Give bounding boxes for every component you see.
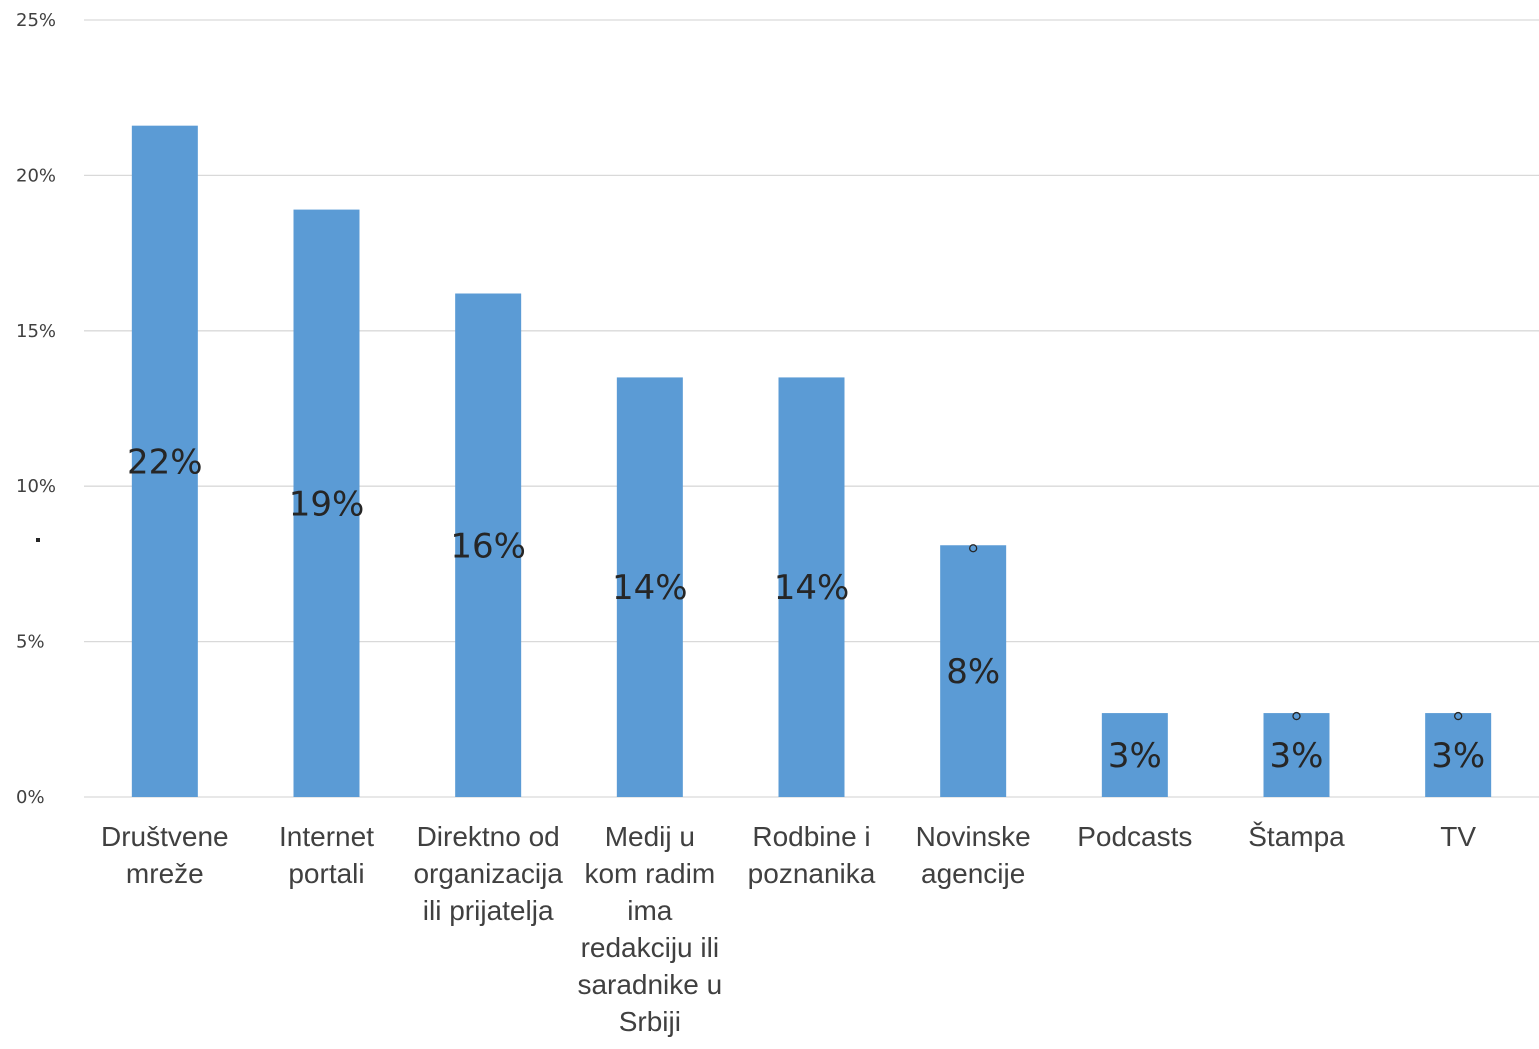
x-tick-label: portali bbox=[288, 858, 364, 889]
bar bbox=[616, 377, 683, 797]
bar bbox=[455, 293, 522, 797]
category-labels: Društvene mreže Internet portali Direktno od… bbox=[101, 821, 1476, 1037]
x-tick-label: ima bbox=[627, 895, 673, 926]
x-tick-label: redakciju ili bbox=[581, 932, 720, 963]
bar bbox=[1263, 713, 1330, 797]
y-tick-label: 0% bbox=[16, 787, 45, 808]
x-tick-label: kom radim bbox=[584, 858, 715, 889]
bar bbox=[940, 545, 1007, 797]
x-tick-label: Srbiji bbox=[619, 1006, 681, 1037]
x-tick-label: ili prijatelja bbox=[423, 895, 554, 926]
x-tick-label: Rodbine i bbox=[752, 821, 870, 852]
data-label: 3% bbox=[1270, 736, 1324, 776]
x-tick-label: Podcasts bbox=[1077, 821, 1192, 852]
y-tick-label: 15% bbox=[16, 321, 56, 342]
bar bbox=[1425, 713, 1492, 797]
data-label: 19% bbox=[289, 484, 365, 524]
data-label: 8% bbox=[946, 652, 1000, 692]
data-label: 14% bbox=[612, 568, 688, 608]
bar bbox=[131, 125, 198, 797]
x-tick-label: Internet bbox=[279, 821, 374, 852]
point-marker bbox=[1454, 711, 1463, 721]
x-tick-label: Novinske bbox=[916, 821, 1031, 852]
data-label: 16% bbox=[450, 526, 526, 566]
bar bbox=[1101, 713, 1168, 797]
x-tick-label: Društvene bbox=[101, 821, 229, 852]
bars bbox=[131, 125, 1492, 797]
x-tick-label: organizacija bbox=[413, 858, 563, 889]
y-tick-label: 5% bbox=[16, 632, 45, 653]
bar bbox=[778, 377, 845, 797]
x-tick-label: Štampa bbox=[1248, 821, 1345, 852]
y-tick-label: 25% bbox=[16, 10, 56, 31]
point-marker bbox=[969, 544, 978, 553]
x-tick-label: poznanika bbox=[748, 858, 876, 889]
y-tick-label: 10% bbox=[16, 476, 56, 497]
y-tick-label: 20% bbox=[16, 165, 56, 186]
markers bbox=[36, 538, 1463, 721]
x-tick-label: agencije bbox=[921, 858, 1025, 889]
point-marker bbox=[1292, 711, 1301, 721]
x-tick-label: TV bbox=[1440, 821, 1476, 852]
data-label: 22% bbox=[127, 442, 203, 482]
x-tick-label: saradnike u bbox=[577, 969, 722, 1000]
data-label: 3% bbox=[1431, 736, 1485, 776]
x-tick-label: mreže bbox=[126, 858, 204, 889]
data-labels: 22% 19% 16% 14% 14% 8% 3% 3% 3% bbox=[127, 442, 1485, 776]
y-axis-ticks: 0% 5% 10% 15% 20% 25% bbox=[16, 10, 56, 808]
data-label: 3% bbox=[1108, 736, 1162, 776]
bar bbox=[293, 209, 360, 797]
x-tick-label: Direktno od bbox=[417, 821, 560, 852]
data-label: 14% bbox=[774, 568, 850, 608]
dot-marker bbox=[36, 538, 40, 542]
x-tick-label: Medij u bbox=[605, 821, 695, 852]
